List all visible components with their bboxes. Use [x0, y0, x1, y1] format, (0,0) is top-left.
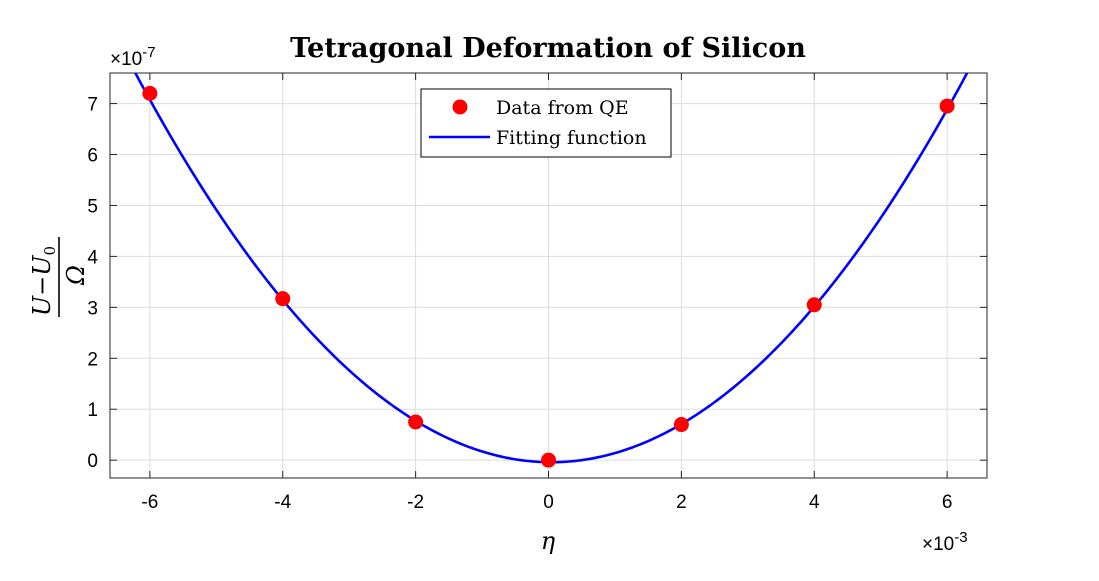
data-point: [673, 417, 689, 433]
x-exponent-base: ×10: [922, 534, 954, 555]
svg-text:U−U0: U−U0: [28, 246, 59, 316]
x-tick-label: -4: [274, 492, 291, 513]
y-ticks: 0 1 2 3 4 5 6 7: [87, 95, 987, 472]
y-tick-label: 1: [87, 400, 98, 421]
x-ticks: -6 -4 -2 0 2 4 6: [141, 73, 952, 513]
y-label-subtract-symbol: U: [28, 255, 56, 276]
x-tick-label: 4: [809, 492, 820, 513]
x-exponent: ×10-3: [922, 529, 968, 555]
x-tick-label: -6: [141, 492, 158, 513]
legend-label-data: Data from QE: [496, 97, 629, 119]
y-exponent-base: ×10: [110, 49, 142, 70]
svg-text:×10-3: ×10-3: [922, 529, 968, 555]
series-data-from-qe: [142, 85, 955, 468]
y-exponent-power: -7: [142, 44, 155, 61]
data-point: [142, 85, 158, 101]
legend-label-fit: Fitting function: [496, 127, 647, 149]
y-tick-label: 3: [87, 298, 98, 319]
y-axis-label: U−U0 Ω: [28, 237, 90, 317]
y-tick-label: 0: [87, 451, 98, 472]
data-point: [408, 414, 424, 430]
y-tick-label: 5: [87, 196, 98, 217]
y-exponent: ×10-7: [110, 44, 156, 70]
x-tick-label: 2: [676, 492, 687, 513]
data-point: [541, 452, 556, 468]
data-point: [806, 297, 822, 313]
x-tick-label: 6: [942, 492, 953, 513]
y-label-minus: −: [28, 276, 56, 296]
svg-text:×10-7: ×10-7: [110, 44, 156, 70]
x-tick-label: -2: [407, 492, 424, 513]
y-tick-label: 6: [87, 146, 98, 167]
chart-title: Tetragonal Deformation of Silicon: [290, 33, 806, 64]
y-tick-label: 7: [87, 95, 98, 116]
x-tick-label: 0: [543, 492, 554, 513]
legend-marker-data: [452, 99, 468, 115]
data-point: [275, 291, 291, 307]
y-label-numerator-symbol: U: [28, 295, 56, 316]
x-exponent-power: -3: [954, 529, 967, 546]
y-tick-label: 4: [87, 247, 98, 268]
y-label-subscript: 0: [41, 246, 59, 256]
x-axis-label: η: [541, 527, 556, 555]
data-point: [939, 98, 955, 114]
y-label-denominator: Ω: [62, 265, 90, 286]
legend: Data from QE Fitting function: [420, 88, 672, 158]
y-tick-label: 2: [87, 349, 98, 370]
